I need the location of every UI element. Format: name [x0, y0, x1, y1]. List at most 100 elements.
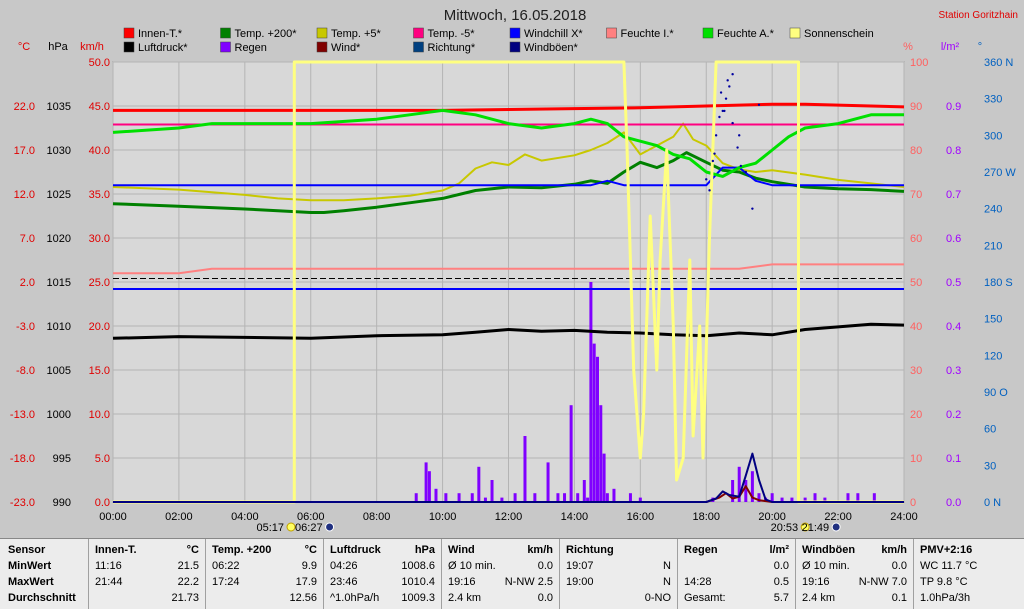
y-tick-kmh: 40.0: [89, 145, 110, 157]
panel-cell-value: 9.9: [301, 560, 317, 572]
y-tick-temp: 22.0: [14, 101, 35, 113]
rain-bar: [605, 493, 609, 502]
legend-label: Feuchte I.*: [621, 28, 675, 40]
panel-cell-label: 11:16: [95, 560, 122, 572]
y-tick-hpa: 1005: [47, 365, 71, 377]
panel-cell-label: 21:44: [95, 576, 123, 588]
sun-icon: [800, 522, 810, 532]
x-tick-label: 14:00: [561, 511, 589, 523]
rain-bar: [595, 356, 599, 502]
rain-bar: [424, 462, 428, 502]
rain-bar: [790, 497, 794, 502]
row-label-min: MinWert: [8, 560, 52, 572]
rain-bar: [490, 480, 494, 502]
y-tick-pct: 0: [910, 497, 916, 509]
direction-point: [718, 115, 721, 119]
rain-bar: [586, 497, 590, 502]
legend-swatch: [316, 27, 328, 39]
panel-cell-label: 19:07: [566, 560, 594, 572]
panel-cell-label: 14:28: [684, 576, 712, 588]
panel-cell-label: Ø 10 min.: [802, 560, 850, 572]
y-tick-kmh: 30.0: [89, 233, 110, 245]
legend-label: Innen-T.*: [138, 28, 183, 40]
rain-bar: [427, 471, 431, 502]
y-tick-rain: 0.8: [946, 145, 961, 157]
summary-table: Sensor MinWert MaxWert Durchschnitt Inne…: [0, 538, 1024, 609]
series-line: [113, 166, 904, 187]
legend-swatch: [509, 27, 521, 39]
direction-point: [739, 164, 743, 168]
y-tick-hpa: 1030: [47, 145, 71, 157]
panel-cell-value: N: [663, 560, 671, 572]
rain-bar: [434, 488, 438, 502]
panel-cell-value: 0-NO: [644, 592, 671, 604]
rain-bar: [780, 497, 784, 502]
x-tick-label: 12:00: [495, 511, 523, 523]
panel-cell-label: 06:22: [212, 560, 240, 572]
panel-cell-value: 1008.6: [401, 560, 435, 572]
legend-swatch: [606, 27, 617, 39]
rain-bar: [750, 471, 754, 502]
y-tick-hpa: 990: [53, 497, 71, 509]
y-tick-temp: -18.0: [10, 453, 35, 465]
y-tick-deg: 180 S: [984, 277, 1013, 289]
panel-title: Windböen: [802, 544, 856, 556]
y-tick-kmh: 5.0: [95, 453, 110, 465]
moon-icon: [325, 522, 335, 532]
y-tick-deg: 0 N: [984, 497, 1001, 509]
summary-panel: Regen l/m² 0.0 14:28 0.5 Gesamt: 5.7: [677, 539, 795, 609]
rain-bar: [602, 453, 606, 502]
y-tick-temp: 2.0: [20, 277, 35, 289]
direction-point: [721, 109, 724, 113]
rain-bar: [569, 405, 573, 502]
summary-panel: Wind km/h Ø 10 min. 0.0 19:16 N-NW 2.5 2.4 km 0…: [441, 539, 559, 609]
axis-unit-kmh: km/h: [80, 41, 104, 53]
panel-unit: °C: [186, 544, 199, 556]
y-tick-deg: 360 N: [984, 57, 1013, 69]
y-tick-rain: 0.4: [946, 321, 961, 333]
rain-bar: [638, 497, 642, 502]
y-tick-temp: 7.0: [20, 233, 35, 245]
y-tick-deg: 210: [984, 240, 1002, 252]
y-tick-pct: 100: [910, 57, 928, 69]
y-tick-deg: 120: [984, 350, 1002, 362]
legend-label: Luftdruck*: [138, 42, 188, 54]
y-tick-pct: 60: [910, 233, 922, 245]
legend-swatch: [413, 41, 424, 53]
direction-point: [711, 159, 715, 163]
y-tick-rain: 0.2: [946, 409, 961, 421]
panel-cell-label: 2.4 km: [448, 592, 482, 604]
x-tick-label: 10:00: [429, 511, 457, 523]
y-tick-temp: -23.0: [10, 497, 35, 509]
y-tick-deg: 90 O: [984, 387, 1008, 399]
row-label-max: MaxWert: [8, 576, 54, 588]
x-tick-label: 04:00: [231, 511, 259, 523]
direction-point: [724, 97, 728, 100]
y-tick-pct: 10: [910, 453, 922, 465]
axis-unit-deg: °: [978, 41, 982, 53]
station-name: Station Goritzhain: [939, 10, 1019, 21]
y-tick-kmh: 20.0: [89, 321, 110, 333]
rain-bar: [744, 480, 748, 502]
axis-unit-temp: °C: [18, 41, 30, 53]
y-tick-hpa: 1015: [47, 277, 71, 289]
legend-swatch: [220, 41, 231, 53]
panel-title: Temp. +200: [212, 544, 272, 556]
x-tick-label: 00:00: [99, 511, 127, 523]
legend-label: Feuchte A.*: [717, 28, 775, 40]
legend-label: Regen: [235, 42, 267, 54]
summary-panel: Innen-T. °C 11:16 21.5 21:44 22.2 21.73: [88, 539, 205, 609]
legend-label: Temp. +200*: [235, 28, 298, 40]
rain-bar: [628, 493, 632, 502]
rain-bar: [576, 493, 580, 502]
panel-cell-value: 0.0: [891, 560, 907, 572]
panel-cell-value: 0.1: [891, 592, 907, 604]
direction-point: [719, 91, 723, 94]
row-label-avg: Durchschnitt: [8, 592, 76, 604]
x-tick-label: 18:00: [692, 511, 720, 523]
panel-cell-value: 0.0: [537, 560, 553, 572]
series-line: [113, 263, 904, 275]
panel-cell-value: 1010.4: [401, 576, 435, 588]
panel-cell-value: 22.2: [177, 576, 199, 588]
legend-label: Richtung*: [428, 42, 476, 54]
